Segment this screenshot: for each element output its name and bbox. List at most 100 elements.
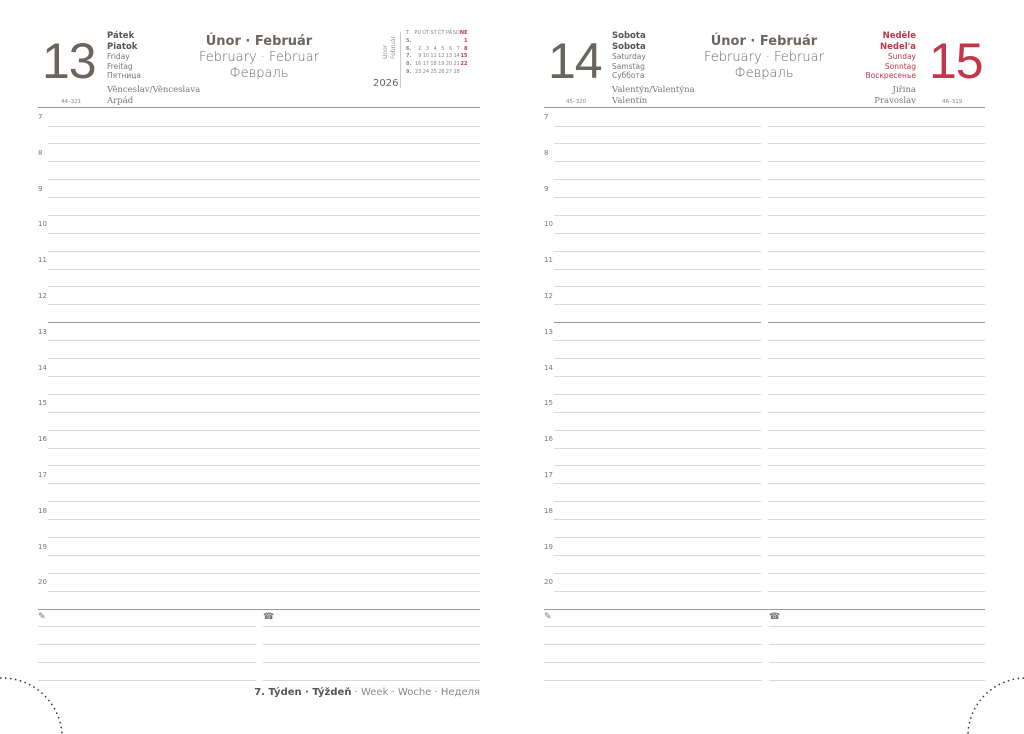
notes-line[interactable] bbox=[263, 662, 480, 664]
mini-calendar-cell: 18 bbox=[430, 61, 437, 68]
header-divider bbox=[544, 107, 985, 108]
mini-calendar-cell: 6. bbox=[406, 45, 412, 52]
day-name: Piatok bbox=[107, 41, 138, 52]
hour-label: 11 bbox=[544, 256, 553, 265]
mini-calendar-cell: 19 bbox=[438, 61, 445, 68]
mini-calendar-cell: 28 bbox=[453, 68, 460, 75]
mini-calendar-cell: 7. bbox=[406, 53, 412, 60]
ruled-line bbox=[554, 304, 761, 306]
notes-line[interactable] bbox=[769, 626, 985, 628]
hour-slot[interactable]: 20 bbox=[544, 573, 985, 610]
hour-slot[interactable]: 16 bbox=[38, 430, 480, 467]
ruled-line bbox=[554, 501, 761, 503]
notes-line[interactable] bbox=[38, 644, 256, 646]
month-en: February · Februar bbox=[199, 50, 319, 65]
ruled-line bbox=[768, 483, 985, 485]
notes-line[interactable] bbox=[263, 680, 480, 682]
mini-calendar-cell: 4 bbox=[433, 45, 437, 52]
notes-line[interactable] bbox=[38, 626, 256, 628]
ruled-line bbox=[768, 376, 985, 378]
hour-grid: 7 8 9 10 11 12 13 14 15 16 17 18 19 20 ✎ ☎ bbox=[544, 108, 985, 682]
mini-calendar-cell: NE bbox=[459, 30, 468, 36]
hour-slot[interactable]: 8 bbox=[38, 144, 480, 181]
ruled-line bbox=[554, 555, 761, 557]
ruled-line bbox=[768, 555, 985, 557]
ruled-line bbox=[48, 376, 480, 378]
hour-slot[interactable]: 18 bbox=[38, 502, 480, 539]
hour-slot[interactable]: 11 bbox=[38, 251, 480, 288]
hour-slot[interactable]: 9 bbox=[38, 180, 480, 216]
hour-slot[interactable]: 19 bbox=[544, 538, 985, 574]
ruled-line bbox=[48, 214, 480, 216]
ruled-line bbox=[768, 519, 985, 521]
mini-calendar-cell: 25 bbox=[430, 68, 437, 75]
hour-label: 10 bbox=[544, 220, 553, 229]
hour-slot[interactable]: 11 bbox=[544, 251, 985, 288]
mini-calendar-week: 7. 9101112131415 bbox=[406, 53, 468, 61]
hour-label: 8 bbox=[38, 148, 43, 157]
day-count-sunday: 46–319 bbox=[942, 99, 963, 105]
hour-slot[interactable]: 12 bbox=[544, 287, 985, 324]
ruled-line bbox=[768, 322, 985, 324]
hour-slot[interactable]: 16 bbox=[544, 430, 985, 467]
hour-slot[interactable]: 8 bbox=[544, 144, 985, 181]
week-label-rest: · Week · Woche · Неделя bbox=[351, 687, 480, 698]
ruled-line bbox=[48, 393, 480, 395]
notes-line[interactable] bbox=[769, 644, 985, 646]
mini-calendar-cell: 17 bbox=[422, 61, 430, 68]
hour-slot[interactable]: 17 bbox=[38, 466, 480, 503]
ruled-line bbox=[48, 590, 480, 592]
mini-calendar-week: 9. 232425262728 bbox=[406, 69, 468, 77]
hour-label: 7 bbox=[544, 113, 549, 121]
ruled-line bbox=[768, 590, 985, 592]
hour-slot[interactable]: 15 bbox=[38, 394, 480, 431]
notes-line[interactable] bbox=[769, 662, 985, 664]
hour-slot[interactable]: 9 bbox=[544, 180, 985, 216]
hour-slot[interactable]: 14 bbox=[544, 359, 985, 395]
hour-label: 13 bbox=[544, 327, 553, 336]
ruled-line bbox=[48, 411, 480, 413]
hour-slot[interactable]: 10 bbox=[38, 215, 480, 252]
hour-slot[interactable]: 17 bbox=[544, 466, 985, 503]
notes-line[interactable] bbox=[544, 662, 762, 664]
notes-line[interactable] bbox=[263, 626, 480, 628]
ruled-line bbox=[554, 340, 761, 342]
ruled-line bbox=[48, 268, 480, 270]
hour-slot[interactable]: 14 bbox=[38, 359, 480, 395]
hour-slot[interactable]: 13 bbox=[38, 323, 480, 360]
mini-calendar-cell: 21 bbox=[453, 61, 460, 68]
ruled-line bbox=[554, 393, 761, 395]
mini-calendar-cell: 12 bbox=[438, 53, 445, 60]
ruled-line bbox=[768, 537, 985, 539]
mini-calendar-cell: PO bbox=[414, 30, 422, 36]
mini-calendar-cell: T. bbox=[406, 30, 411, 36]
notes-line[interactable] bbox=[544, 644, 762, 646]
hour-slot[interactable]: 7 bbox=[38, 108, 480, 145]
hour-slot[interactable]: 19 bbox=[38, 538, 480, 574]
hour-slot[interactable]: 7 bbox=[544, 108, 985, 145]
notes-line[interactable] bbox=[544, 680, 762, 682]
ruled-line bbox=[48, 304, 480, 306]
day-count: 44–321 bbox=[61, 99, 82, 105]
ruled-line bbox=[48, 250, 480, 252]
ruled-line bbox=[768, 429, 985, 431]
mini-calendar-cell: 9 bbox=[418, 53, 422, 60]
notes-line[interactable] bbox=[38, 662, 256, 664]
notes-line[interactable] bbox=[544, 626, 762, 628]
ruled-line bbox=[554, 537, 761, 539]
ruled-line bbox=[554, 161, 761, 163]
mini-calendar-cell: 15 bbox=[460, 53, 468, 60]
pencil-icon: ✎ bbox=[38, 612, 46, 623]
hour-slot[interactable]: 18 bbox=[544, 502, 985, 539]
ruled-line bbox=[48, 232, 480, 234]
ruled-line bbox=[48, 322, 480, 324]
hour-slot[interactable]: 15 bbox=[544, 394, 985, 431]
notes-line[interactable] bbox=[263, 644, 480, 646]
notes-line[interactable] bbox=[769, 680, 985, 682]
hour-slot[interactable]: 10 bbox=[544, 215, 985, 252]
notes-line[interactable] bbox=[38, 680, 256, 682]
ruled-line bbox=[48, 340, 480, 342]
hour-slot[interactable]: 12 bbox=[38, 287, 480, 324]
hour-slot[interactable]: 13 bbox=[544, 323, 985, 360]
name-day: Věnceslav/Věnceslava bbox=[107, 85, 201, 95]
